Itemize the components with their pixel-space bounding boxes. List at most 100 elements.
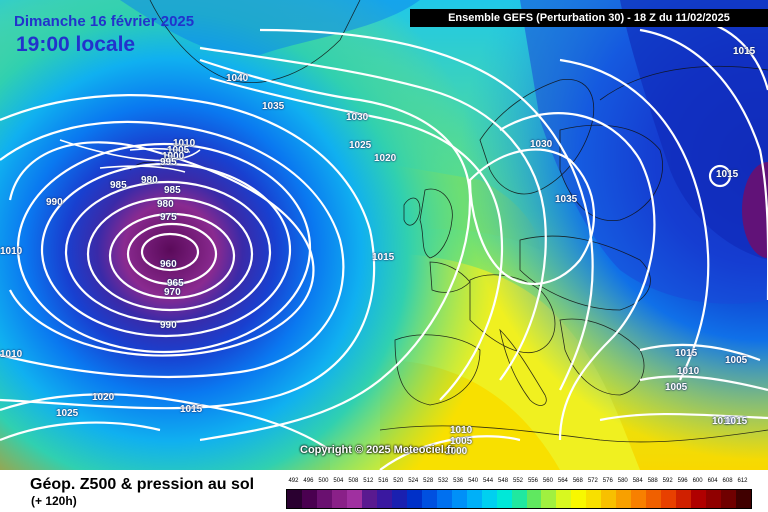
isobar-label: 1010 — [712, 416, 735, 427]
scale-swatch — [301, 490, 317, 508]
legend-subtitle: (+ 120h) — [31, 494, 77, 508]
isobar-label: 1020 — [374, 153, 397, 164]
scale-swatch — [586, 490, 602, 508]
scale-value: 520 — [393, 478, 404, 484]
scale-swatch — [631, 490, 647, 508]
isobar-label: 970 — [164, 287, 181, 298]
scale-swatch — [556, 490, 572, 508]
scale-swatch — [526, 490, 542, 508]
isobar-label: 1035 — [262, 101, 285, 112]
scale-value: 548 — [498, 478, 509, 484]
scale-swatch — [466, 490, 482, 508]
forecast-date: Dimanche 16 février 2025 — [14, 13, 195, 30]
scale-value: 596 — [677, 478, 688, 484]
isobar-label: 975 — [160, 212, 177, 223]
scale-swatch — [316, 490, 332, 508]
scale-value: 540 — [468, 478, 479, 484]
scale-value: 496 — [303, 478, 314, 484]
scale-swatch — [421, 490, 437, 508]
color-scale-bar — [286, 489, 752, 509]
scale-value: 600 — [692, 478, 703, 484]
scale-swatch — [511, 490, 527, 508]
isobar-label: 1005 — [725, 355, 748, 366]
isobar-label: 1010 — [173, 138, 196, 149]
isobar-label: 980 — [141, 175, 158, 186]
scale-value: 576 — [602, 478, 613, 484]
scale-value: 516 — [378, 478, 389, 484]
scale-swatch — [601, 490, 617, 508]
isobar-label: 1005 — [167, 145, 190, 156]
model-run-label: Ensemble GEFS (Perturbation 30) - 18 Z d… — [410, 9, 768, 27]
isobar-label: 1030 — [346, 112, 369, 123]
isobar-label: 995 — [160, 157, 177, 168]
scale-swatch — [406, 490, 422, 508]
legend-title: Géop. Z500 & pression au sol — [30, 476, 255, 493]
scale-swatch — [361, 490, 377, 508]
isobar-label: 1000 — [445, 446, 468, 457]
scale-value: 524 — [408, 478, 419, 484]
scale-value: 504 — [333, 478, 344, 484]
scale-value: 544 — [483, 478, 494, 484]
scale-swatch — [436, 490, 452, 508]
scale-swatch — [736, 490, 752, 508]
isobar-label: 1015 — [675, 348, 698, 359]
isobar-label: 1015 — [716, 169, 739, 180]
isobar-label: 1010 — [450, 425, 473, 436]
scale-value: 608 — [722, 478, 733, 484]
scale-swatch — [451, 490, 467, 508]
isobar-label: 1005 — [665, 382, 688, 393]
scale-value: 556 — [527, 478, 538, 484]
isobar-label: 1010 — [677, 366, 700, 377]
isobar-label: 985 — [110, 180, 127, 191]
isobar-label: 1005 — [450, 436, 473, 447]
isobar-label: 1020 — [92, 392, 115, 403]
scale-value: 536 — [453, 478, 464, 484]
isobar-label: 1015 — [372, 252, 395, 263]
isobar-label: 960 — [160, 259, 177, 270]
scale-swatch — [496, 490, 512, 508]
scale-value: 588 — [647, 478, 658, 484]
scale-value: 612 — [737, 478, 748, 484]
scale-value: 568 — [572, 478, 583, 484]
scale-value: 584 — [632, 478, 643, 484]
scale-swatch — [706, 490, 722, 508]
scale-value: 564 — [557, 478, 568, 484]
forecast-map — [0, 0, 768, 470]
map-graphic — [0, 0, 768, 470]
scale-value: 580 — [617, 478, 628, 484]
isobar-label: 1025 — [56, 408, 79, 419]
scale-swatch — [376, 490, 392, 508]
scale-value: 512 — [363, 478, 374, 484]
scale-value: 528 — [423, 478, 434, 484]
scale-value: 532 — [438, 478, 449, 484]
scale-value: 604 — [707, 478, 718, 484]
isobar-label: 990 — [46, 197, 63, 208]
scale-swatch — [391, 490, 407, 508]
scale-swatch — [331, 490, 347, 508]
scale-swatch — [287, 490, 302, 508]
isobar-label: 1010 — [0, 349, 23, 360]
scale-swatch — [541, 490, 557, 508]
isobar-label: 1025 — [349, 140, 372, 151]
isobar-label: 1030 — [530, 139, 553, 150]
scale-swatch — [616, 490, 632, 508]
isobar-label: 1015 — [725, 416, 748, 427]
scale-swatch — [721, 490, 737, 508]
scale-swatch — [691, 490, 707, 508]
scale-swatch — [481, 490, 497, 508]
scale-swatch — [346, 490, 362, 508]
isobar-label: 990 — [160, 320, 177, 331]
scale-value: 552 — [512, 478, 523, 484]
isobar-label: 980 — [157, 199, 174, 210]
scale-value: 592 — [662, 478, 673, 484]
scale-swatch — [646, 490, 662, 508]
isobar-label: 985 — [164, 185, 181, 196]
scale-value: 492 — [288, 478, 299, 484]
isobar-label: 1010 — [0, 246, 23, 257]
isobar-label: 1000 — [162, 151, 185, 162]
scale-value: 508 — [348, 478, 359, 484]
isobar-label: 1040 — [226, 73, 249, 84]
scale-value: 500 — [318, 478, 329, 484]
scale-value: 572 — [587, 478, 598, 484]
